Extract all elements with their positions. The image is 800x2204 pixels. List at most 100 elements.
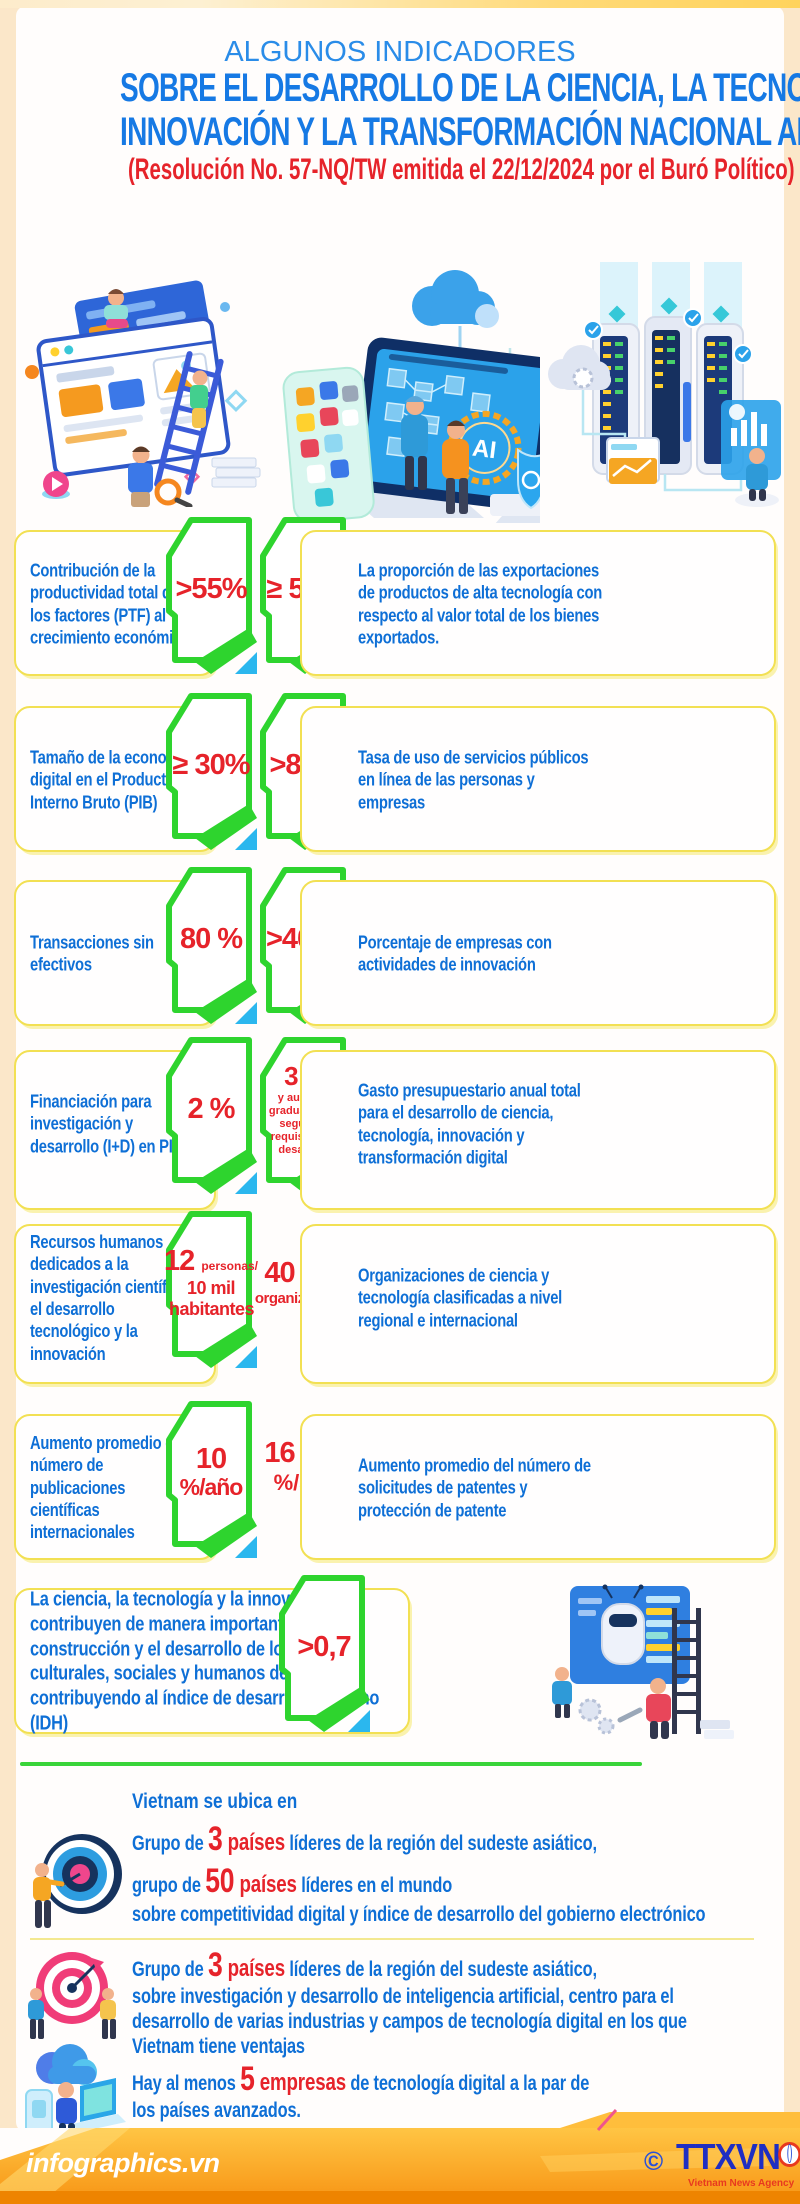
cloud-shape [412,270,499,328]
indicator-right-text: Aumento promedio del número de solicitud… [358,1455,591,1521]
target-badge: >0,7 [276,1574,372,1732]
website-building-illustration [25,280,261,507]
section-divider [20,1762,642,1766]
line-text: desarrollo de varias industrias y campos… [132,2010,687,2033]
ai-tablet-shape: AI [351,337,540,512]
footer-bottom-strip [0,2191,800,2204]
climbing-person-shape [190,370,208,428]
indicator-right-text: Porcentaje de empresas con actividades d… [358,932,552,975]
line-text: sobre competitividad digital y índice de… [132,1903,706,1926]
gear-icons [578,1698,615,1735]
person-blue-shape [28,1988,44,2039]
line-text: líderes de la región del sudeste asiátic… [284,1832,597,1855]
robot-shape [601,1584,645,1665]
highlight-text: países [222,1829,286,1856]
svg-text:AI: AI [471,435,498,465]
indicator-row-human-resources: Recursos humanos dedicados a la investig… [0,1210,800,1384]
target-badge: 2 % [163,1036,259,1194]
indicator-card-right [300,530,776,676]
person-orange-shape [33,1863,65,1928]
play-button-shape [42,471,70,499]
person-yellow-shape [100,1988,116,2039]
line-text: Grupo de [132,1832,208,1855]
indicator-right-text: Tasa de uso de servicios públicos en lín… [358,747,589,813]
cloud-gear-icon [548,345,611,390]
highlight-text: países [234,1871,297,1898]
globe-icon [778,2142,800,2167]
highlight-number: 50 [205,1862,235,1900]
indicator-left-text: Financiación para investigación y desarr… [30,1091,184,1157]
highlight-text: empresas [254,2069,346,2096]
indicator-card-right [300,1414,776,1560]
target-unit: %/año [179,1473,244,1500]
target-value: 2 % [187,1092,236,1125]
target-value: 80 % [179,922,243,955]
person-red-shape [646,1678,671,1739]
target-team-icon [28,1952,116,2039]
item-divider [30,1938,754,1940]
top-accent-strip [0,0,800,8]
indicator-row-ptf: Contribución de la productividad total d… [0,516,800,690]
indicator-row-publications: Aumento promedio del número de publicaci… [0,1400,800,1574]
line-text: Vietnam tiene ventajas [132,2035,305,2058]
line-text: de tecnología digital a la par de [345,2072,590,2095]
line-text: Hay al menos [132,2072,241,2095]
target-badge: >55% [163,516,259,674]
copyright-mark: © [644,2146,664,2176]
page-title-line1: SOBRE EL DESARROLLO DE LA CIENCIA, LA TE… [120,66,800,110]
document-chart-icon [606,437,660,484]
person-blue-shape [552,1667,572,1718]
line-text: los países avanzados. [132,2099,301,2122]
target-detail: 10 mil habitantes [169,1277,255,1319]
indicator-row-digital-economy: Tamaño de la economía digital en el Prod… [0,692,800,866]
line-text: sobre investigación y desarrollo de inte… [132,1985,674,2008]
line-text: líderes en el mundo [296,1874,453,1897]
line-text: grupo de [132,1874,206,1897]
ai-screen-cloud-illustration: AI [282,270,540,523]
person-orange-shape [442,420,469,514]
target-unit: personas/ [201,1258,259,1273]
ladder-shape [672,1608,701,1734]
target-value: 10 %/año [168,1400,254,1546]
indicator-right-text: Gasto presupuestario anual total para el… [358,1080,581,1168]
app-phone-shape [282,366,375,523]
target-number: 10 [195,1442,227,1475]
line-text: líderes de la región del sudeste asiátic… [284,1958,597,1981]
indicator-right-text: Organizaciones de ciencia y tecnología c… [358,1265,563,1331]
target-badge: ≥ 30% [163,692,259,850]
standing-person-shape [128,446,153,507]
indicator-left-text: Aumento promedio del número de publicaci… [30,1433,186,1543]
ranking-item-enterprises: Hay al menos 5 empresas de tecnología di… [132,2062,800,2123]
shield-icon [490,448,540,523]
target-value: >55% [175,572,248,605]
target-value: >0,7 [297,1630,351,1663]
indicator-row-cashless: Transacciones sin efectivos 80 % >40 % P… [0,866,800,1040]
sitting-person-shape [104,289,128,328]
target-badge: 80 % [163,866,259,1024]
highlight-number: 5 [240,2060,255,2098]
indicator-right-text: La proporción de las exportaciones de pr… [358,560,602,648]
ttxvn-logo: TTXVN [676,2136,800,2178]
highlight-number: 3 [207,1946,223,1984]
target-badge: 12 personas/ 10 mil habitantes [163,1210,259,1368]
bottom-intro-text: Vietnam se ubica en [132,1790,298,1813]
indicator-card-right [300,880,776,1026]
footer-decor [0,2108,800,2204]
target-person-icon [33,1834,122,1928]
agency-name: TTXVN [676,2136,781,2177]
page-title-line2: INNOVACIÓN Y LA TRANSFORMACIÓN NACIONAL … [120,110,800,154]
magnifier-icon [154,478,193,507]
highlight-number: 3 [207,1820,223,1858]
indicator-card-right [300,1050,776,1210]
target-value: ≥ 30% [172,748,250,781]
target-badge: 10 %/año [163,1400,259,1558]
highlight-text: países [222,1955,286,1982]
check-badge-icons [583,308,753,364]
indicator-row-idh: La ciencia, la tecnología y la innovació… [0,1574,800,1748]
indicator-left-text: Transacciones sin efectivos [30,932,154,975]
laptop-shape [72,2078,126,2132]
line-text: Grupo de [132,1958,208,1981]
wrench-icon [617,1707,643,1723]
cloud-shape [36,2044,97,2085]
indicator-card-right [300,1224,776,1384]
